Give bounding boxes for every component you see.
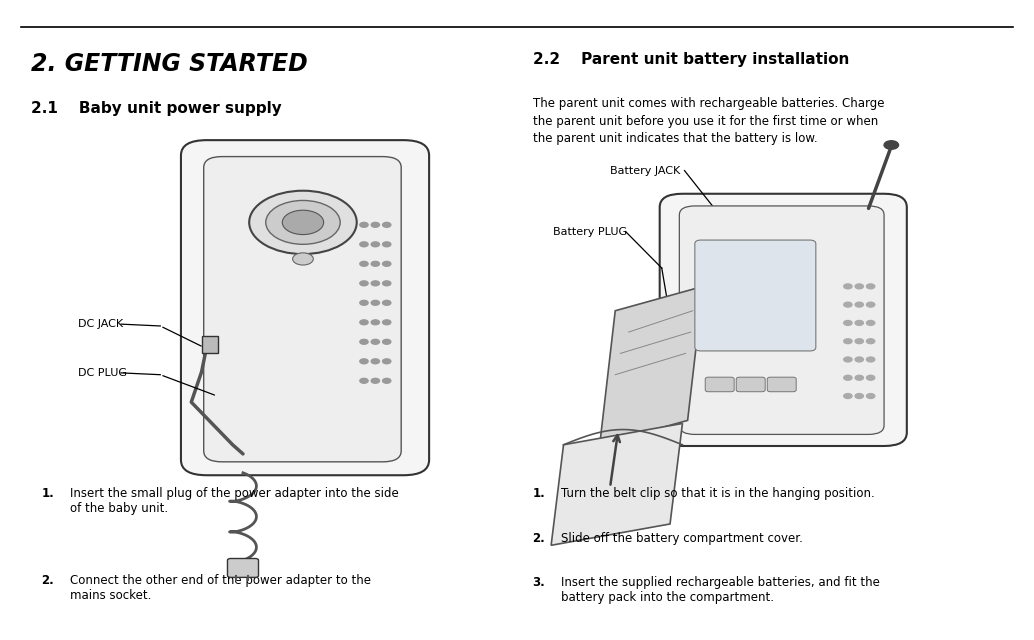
Text: 2.1    Baby unit power supply: 2.1 Baby unit power supply: [31, 100, 282, 116]
Circle shape: [866, 375, 875, 380]
Circle shape: [844, 394, 852, 399]
FancyBboxPatch shape: [767, 377, 796, 392]
Circle shape: [383, 261, 391, 266]
Circle shape: [293, 253, 313, 265]
Text: Turn the belt clip so that it is in the hanging position.: Turn the belt clip so that it is in the …: [561, 488, 875, 500]
Circle shape: [844, 339, 852, 344]
Text: 1.: 1.: [533, 488, 545, 500]
Bar: [202, 337, 218, 353]
Circle shape: [360, 359, 368, 364]
FancyBboxPatch shape: [660, 194, 907, 446]
FancyBboxPatch shape: [679, 206, 884, 435]
Circle shape: [844, 284, 852, 289]
Text: 2.: 2.: [41, 574, 54, 587]
Circle shape: [884, 141, 899, 149]
Circle shape: [360, 339, 368, 344]
Circle shape: [383, 222, 391, 227]
Circle shape: [360, 378, 368, 383]
Circle shape: [866, 302, 875, 307]
Text: Insert the supplied rechargeable batteries, and fit the
battery pack into the co: Insert the supplied rechargeable batteri…: [561, 577, 880, 604]
Circle shape: [360, 222, 368, 227]
Circle shape: [360, 281, 368, 285]
Polygon shape: [600, 286, 703, 445]
Circle shape: [866, 339, 875, 344]
Circle shape: [383, 281, 391, 285]
Text: Insert the small plug of the power adapter into the side
of the baby unit.: Insert the small plug of the power adapt…: [70, 488, 399, 515]
Text: Slide off the battery compartment cover.: Slide off the battery compartment cover.: [561, 532, 803, 545]
Circle shape: [371, 300, 379, 305]
Circle shape: [855, 302, 863, 307]
Circle shape: [383, 242, 391, 247]
Text: 2.: 2.: [533, 532, 545, 545]
Text: The parent unit comes with rechargeable batteries. Charge
the parent unit before: The parent unit comes with rechargeable …: [533, 97, 884, 145]
Circle shape: [866, 357, 875, 362]
Circle shape: [844, 357, 852, 362]
Circle shape: [844, 302, 852, 307]
Circle shape: [371, 320, 379, 324]
Polygon shape: [551, 424, 682, 545]
Text: 3.: 3.: [533, 577, 545, 589]
Text: 2. GETTING STARTED: 2. GETTING STARTED: [31, 52, 308, 76]
Circle shape: [383, 378, 391, 383]
Text: Battery PLUG: Battery PLUG: [553, 227, 628, 237]
Circle shape: [844, 321, 852, 325]
Circle shape: [855, 375, 863, 380]
Circle shape: [855, 284, 863, 289]
FancyBboxPatch shape: [736, 377, 765, 392]
Text: Battery JACK: Battery JACK: [610, 166, 680, 175]
Circle shape: [866, 284, 875, 289]
Circle shape: [360, 242, 368, 247]
Text: DC JACK: DC JACK: [78, 319, 123, 329]
Circle shape: [866, 321, 875, 325]
Circle shape: [282, 210, 324, 235]
Circle shape: [383, 300, 391, 305]
FancyBboxPatch shape: [181, 140, 429, 476]
Circle shape: [855, 394, 863, 399]
Circle shape: [371, 242, 379, 247]
Circle shape: [855, 339, 863, 344]
Circle shape: [371, 359, 379, 364]
Circle shape: [855, 357, 863, 362]
Circle shape: [371, 281, 379, 285]
Circle shape: [383, 320, 391, 324]
Text: Connect the other end of the power adapter to the
mains socket.: Connect the other end of the power adapt…: [70, 574, 371, 602]
Circle shape: [844, 375, 852, 380]
Circle shape: [383, 339, 391, 344]
Text: 2.2    Parent unit battery installation: 2.2 Parent unit battery installation: [533, 52, 849, 67]
Text: DC PLUG: DC PLUG: [78, 368, 126, 378]
Circle shape: [383, 359, 391, 364]
Circle shape: [371, 378, 379, 383]
Circle shape: [360, 300, 368, 305]
Circle shape: [371, 261, 379, 266]
Circle shape: [266, 200, 340, 244]
Circle shape: [371, 339, 379, 344]
Circle shape: [371, 222, 379, 227]
FancyBboxPatch shape: [227, 559, 258, 577]
FancyBboxPatch shape: [695, 240, 816, 351]
FancyBboxPatch shape: [705, 377, 734, 392]
Circle shape: [360, 261, 368, 266]
Circle shape: [249, 191, 357, 254]
Circle shape: [866, 394, 875, 399]
Text: 1.: 1.: [41, 488, 54, 500]
Circle shape: [360, 320, 368, 324]
Text: GETTING STARTED: GETTING STARTED: [31, 620, 126, 630]
Text: 7: 7: [997, 620, 1003, 630]
FancyBboxPatch shape: [204, 157, 401, 462]
Circle shape: [855, 321, 863, 325]
